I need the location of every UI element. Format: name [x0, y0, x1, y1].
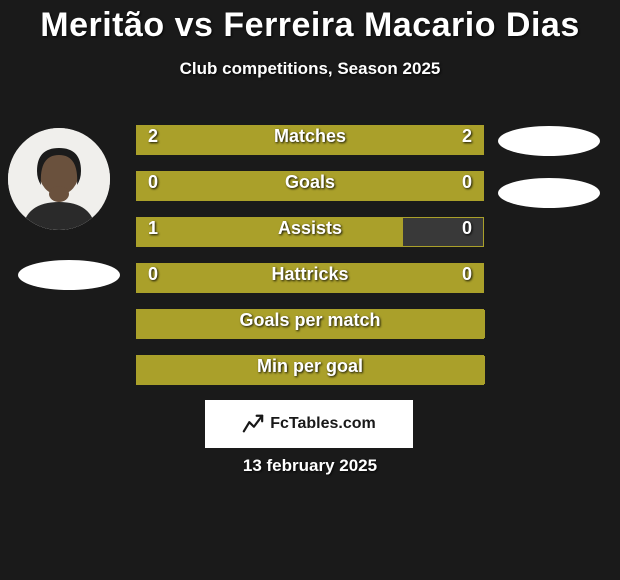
- stat-rows: 22Matches 00Goals 10Assists 00Hattricks Goal…: [0, 122, 620, 398]
- stat-row: 22Matches: [0, 122, 620, 158]
- stat-label: Goals per match: [0, 310, 620, 331]
- date: 13 february 2025: [0, 456, 620, 476]
- stat-row: 00Goals: [0, 168, 620, 204]
- stat-row: Min per goal: [0, 352, 620, 388]
- stat-row: 00Hattricks: [0, 260, 620, 296]
- stat-label: Matches: [0, 126, 620, 147]
- chart-icon: [242, 413, 264, 435]
- brand-box: FcTables.com: [205, 400, 413, 448]
- stat-row: 10Assists: [0, 214, 620, 250]
- comparison-infographic: Meritão vs Ferreira Macario Dias Club co…: [0, 4, 620, 580]
- brand-label: FcTables.com: [270, 415, 376, 433]
- title: Meritão vs Ferreira Macario Dias: [0, 4, 620, 45]
- stat-label: Min per goal: [0, 356, 620, 377]
- stat-label: Goals: [0, 172, 620, 193]
- stat-label: Hattricks: [0, 264, 620, 285]
- stat-row: Goals per match: [0, 306, 620, 342]
- stat-label: Assists: [0, 218, 620, 239]
- subtitle: Club competitions, Season 2025: [0, 59, 620, 79]
